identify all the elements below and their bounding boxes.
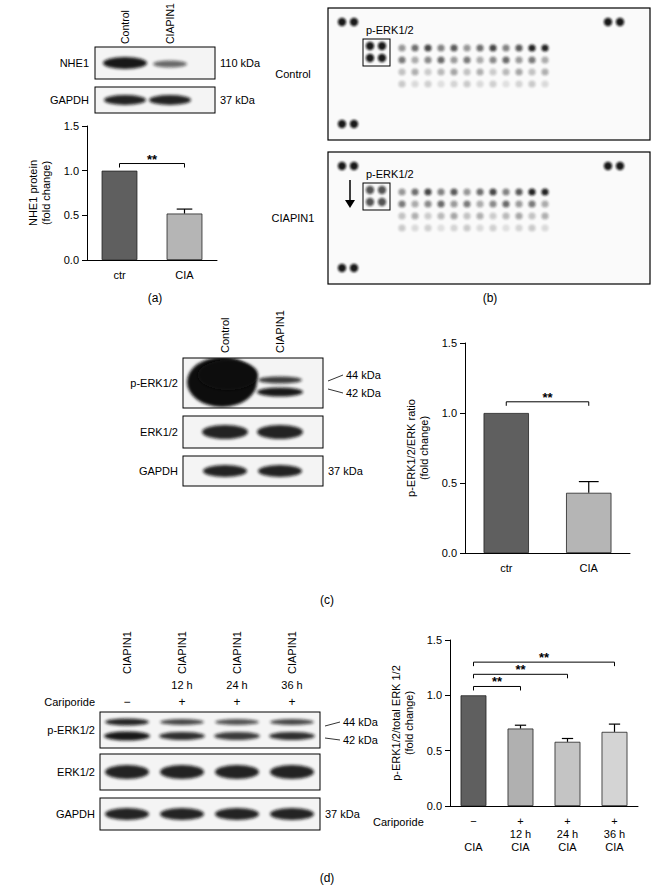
svg-text:(fold change): (fold change) (418, 416, 430, 480)
svg-text:24 h: 24 h (557, 828, 578, 840)
svg-text:CIA: CIA (558, 841, 577, 853)
svg-text:+: + (288, 695, 295, 709)
svg-text:42 kDa: 42 kDa (346, 387, 382, 399)
svg-text:CIAPIN1: CIAPIN1 (176, 631, 188, 674)
svg-text:**: ** (147, 152, 158, 167)
svg-text:0.5: 0.5 (64, 209, 79, 221)
svg-text:37 kDa: 37 kDa (220, 94, 256, 106)
svg-text:Control: Control (119, 10, 131, 44)
svg-text:Control: Control (219, 318, 231, 353)
svg-text:(a): (a) (148, 291, 163, 305)
svg-text:0.0: 0.0 (442, 547, 457, 559)
svg-text:−: − (123, 695, 130, 709)
svg-text:36 h: 36 h (281, 679, 302, 691)
svg-text:37 kDa: 37 kDa (328, 465, 364, 477)
svg-text:12 h: 12 h (171, 679, 192, 691)
svg-text:1.0: 1.0 (427, 689, 442, 701)
svg-text:p-ERK1/2: p-ERK1/2 (47, 724, 95, 736)
svg-text:44 kDa: 44 kDa (346, 369, 382, 381)
svg-text:+: + (233, 695, 240, 709)
svg-text:0.5: 0.5 (442, 477, 457, 489)
svg-text:**: ** (515, 662, 526, 677)
svg-text:(b): (b) (483, 291, 498, 305)
svg-text:1.5: 1.5 (427, 634, 442, 646)
svg-text:44 kDa: 44 kDa (343, 716, 379, 728)
svg-text:+: + (178, 695, 185, 709)
svg-text:NHE1 protein: NHE1 protein (27, 160, 39, 226)
svg-text:ctr: ctr (500, 562, 513, 574)
svg-text:CIA: CIA (580, 562, 599, 574)
svg-text:CIAPIN1: CIAPIN1 (274, 310, 286, 353)
svg-text:24 h: 24 h (226, 679, 247, 691)
svg-text:p-ERK1/2/total ERK 1/2: p-ERK1/2/total ERK 1/2 (390, 665, 402, 781)
svg-text:1.5: 1.5 (64, 120, 79, 132)
svg-text:CIA: CIA (464, 841, 483, 853)
svg-text:+: + (564, 815, 570, 827)
svg-text:42 kDa: 42 kDa (343, 734, 379, 746)
svg-text:CIAPIN1: CIAPIN1 (164, 3, 176, 44)
svg-text:**: ** (492, 674, 503, 689)
svg-text:110 kDa: 110 kDa (220, 57, 261, 69)
svg-text:0.0: 0.0 (427, 800, 442, 812)
svg-text:p-ERK1/2: p-ERK1/2 (366, 24, 414, 36)
svg-text:(fold change): (fold change) (403, 691, 415, 755)
svg-text:0.5: 0.5 (427, 745, 442, 757)
svg-text:1.0: 1.0 (64, 165, 79, 177)
svg-text:GAPDH: GAPDH (139, 465, 178, 477)
svg-text:12 h: 12 h (510, 828, 531, 840)
svg-text:Cariporide: Cariporide (44, 696, 95, 708)
svg-text:ctr: ctr (113, 269, 126, 281)
svg-text:CIAPIN1: CIAPIN1 (286, 631, 298, 674)
svg-text:Cariporide: Cariporide (373, 816, 424, 828)
svg-text:p-ERK1/2: p-ERK1/2 (366, 168, 414, 180)
svg-text:p-ERK1/2: p-ERK1/2 (130, 377, 178, 389)
svg-text:ERK1/2: ERK1/2 (57, 766, 95, 778)
svg-text:36 h: 36 h (604, 828, 625, 840)
svg-text:**: ** (542, 390, 553, 405)
svg-text:−: − (470, 815, 476, 827)
svg-text:GAPDH: GAPDH (50, 94, 89, 106)
svg-text:CIAPIN1: CIAPIN1 (121, 631, 133, 674)
svg-text:1.0: 1.0 (442, 407, 457, 419)
svg-text:1.5: 1.5 (442, 337, 457, 349)
svg-text:p-ERK1/2/ERK ratio: p-ERK1/2/ERK ratio (405, 399, 417, 497)
svg-text:CIAPIN1: CIAPIN1 (231, 631, 243, 674)
svg-text:**: ** (539, 650, 550, 665)
svg-text:+: + (517, 815, 523, 827)
svg-text:CIA: CIA (175, 269, 194, 281)
svg-text:CIAPIN1: CIAPIN1 (272, 212, 315, 224)
svg-text:CIA: CIA (605, 841, 624, 853)
svg-text:(fold change): (fold change) (40, 161, 52, 225)
svg-text:37 kDa: 37 kDa (325, 808, 361, 820)
svg-text:Control: Control (275, 68, 310, 80)
svg-text:GAPDH: GAPDH (56, 808, 95, 820)
svg-text:+: + (611, 815, 617, 827)
svg-text:CIA: CIA (511, 841, 530, 853)
svg-text:NHE1: NHE1 (60, 57, 89, 69)
svg-text:0.0: 0.0 (64, 254, 79, 266)
svg-text:(c): (c) (320, 593, 334, 607)
svg-text:(d): (d) (320, 871, 335, 885)
svg-text:ERK1/2: ERK1/2 (140, 426, 178, 438)
